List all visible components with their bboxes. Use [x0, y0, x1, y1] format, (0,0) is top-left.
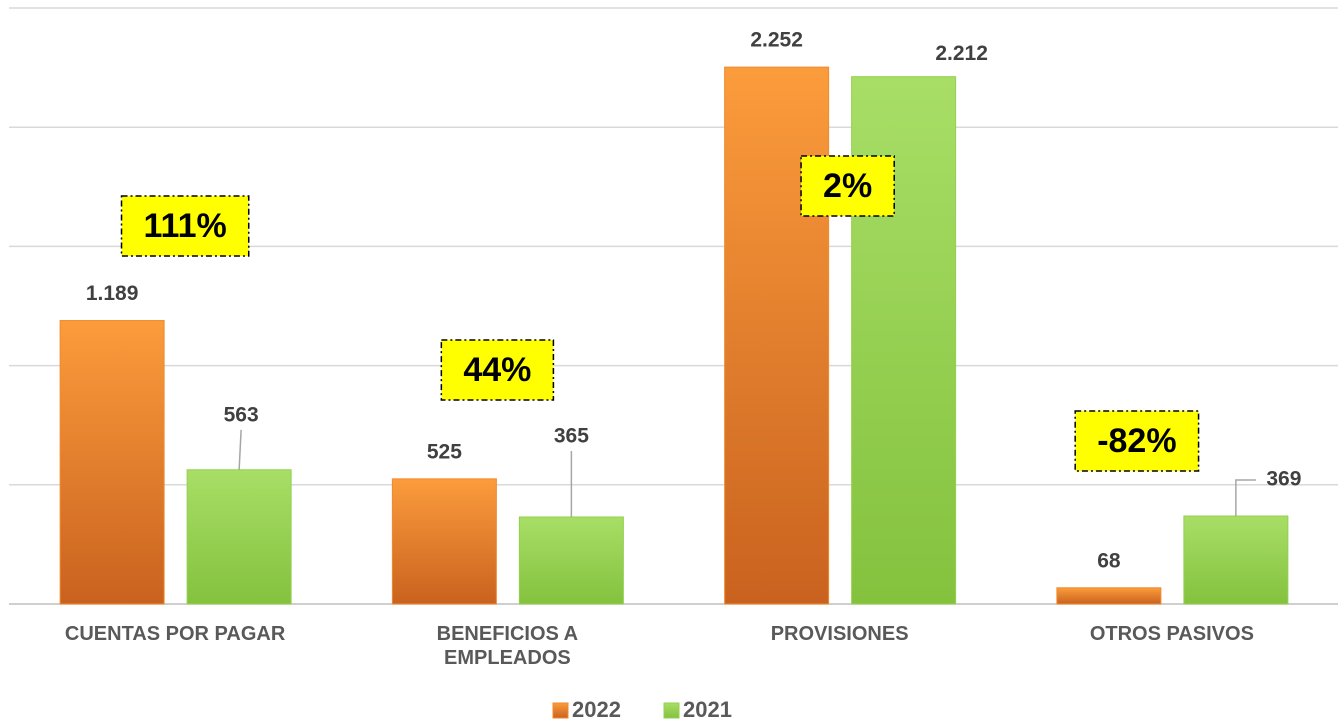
annotation-text: -82%: [1097, 422, 1176, 460]
bar: [391, 478, 497, 605]
legend-swatch: [663, 702, 680, 719]
annotation-box: [120, 195, 250, 257]
annotation: -82%: [1074, 410, 1200, 472]
legend-label: 2022: [572, 697, 621, 721]
data-label: 563: [224, 403, 259, 426]
legend-label: 2021: [683, 697, 732, 721]
bar: [518, 516, 624, 605]
x-tick-label: OTROS PASIVOS: [1089, 623, 1254, 645]
x-tick-label: BENEFICIOS A EMPLEADOS: [436, 623, 579, 669]
data-label: 68: [1097, 549, 1121, 572]
data-label: 2.212: [935, 42, 988, 65]
data-label: 525: [427, 440, 462, 463]
data-label: 369: [1266, 468, 1301, 491]
bar: [724, 66, 830, 605]
bar: [1056, 587, 1162, 605]
bar: [1183, 515, 1289, 605]
annotation: 44%: [440, 339, 555, 401]
annotation-box: [1074, 410, 1200, 472]
leader-line: [1235, 479, 1256, 517]
annotation-text: 2%: [823, 167, 872, 205]
data-label: 2.252: [750, 29, 803, 52]
annotation: 111%: [120, 195, 250, 257]
x-tick-label: PROVISIONES: [770, 623, 909, 645]
data-label: 365: [554, 425, 589, 448]
annotation-text: 44%: [463, 351, 531, 389]
annotation: 2%: [800, 155, 895, 217]
bar: [186, 469, 292, 605]
annotation-box: [440, 339, 555, 401]
legend-swatch: [552, 702, 569, 719]
x-tick-label: CUENTAS POR PAGAR: [64, 623, 286, 645]
bar: [59, 320, 165, 605]
leader-line: [238, 429, 242, 470]
annotation-text: 111%: [144, 207, 227, 245]
annotation-box: [800, 155, 895, 217]
data-label: 1.189: [86, 282, 139, 305]
